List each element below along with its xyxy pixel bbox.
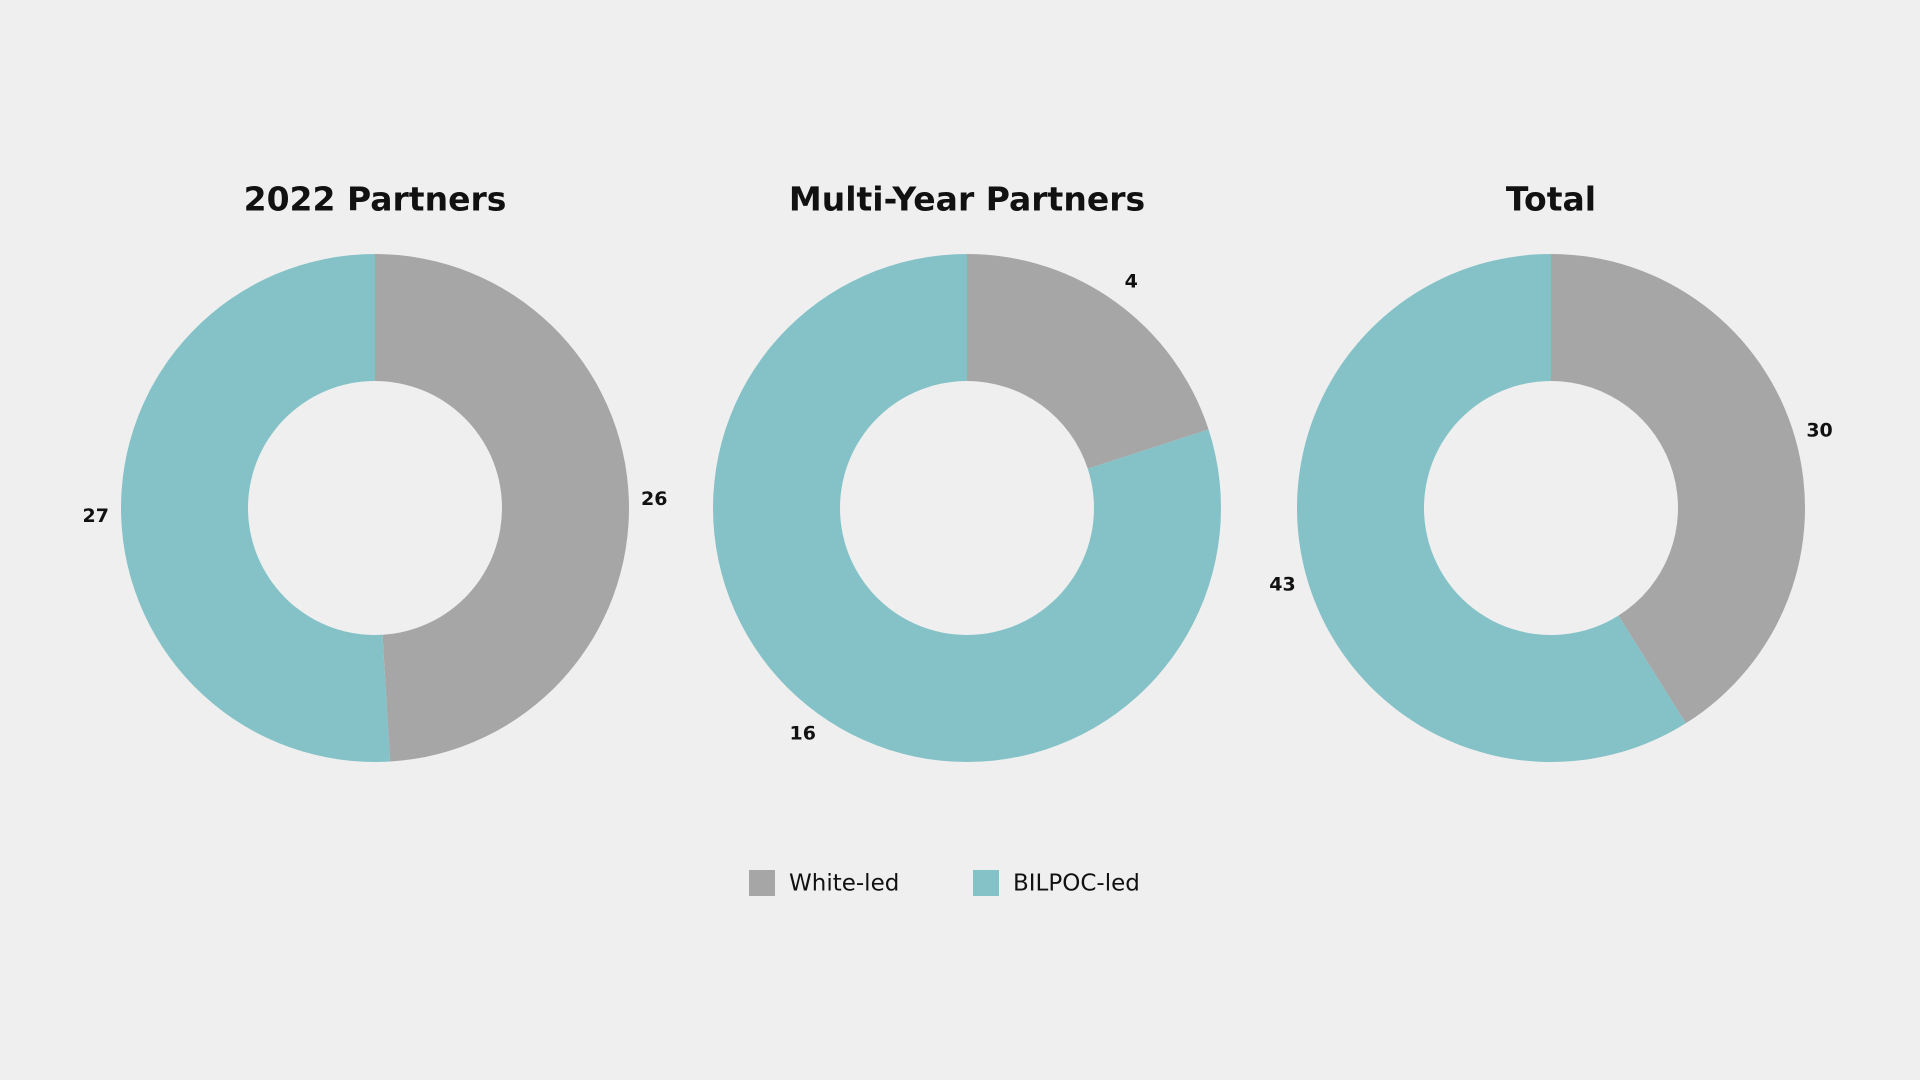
value-label: 4	[1125, 270, 1138, 292]
legend-label: BILPOC-led	[1013, 871, 1140, 897]
donut-slice	[712, 254, 1221, 762]
legend-label: White-led	[789, 871, 899, 897]
chart-title: Total	[1506, 180, 1596, 219]
legend-swatch	[749, 870, 775, 896]
value-label: 26	[641, 488, 667, 510]
donut-slice	[375, 254, 629, 762]
value-label: 27	[82, 505, 108, 527]
value-label: 16	[790, 723, 816, 745]
legend-swatch	[973, 870, 999, 896]
chart-title: Multi-Year Partners	[789, 180, 1145, 219]
donut-slice	[1297, 254, 1686, 762]
value-label: 43	[1269, 574, 1295, 596]
donut-slice	[120, 254, 391, 762]
donut-slice	[967, 254, 1209, 469]
chart-title: 2022 Partners	[244, 180, 507, 219]
value-label: 30	[1806, 419, 1832, 441]
donut-slice	[1551, 254, 1805, 724]
